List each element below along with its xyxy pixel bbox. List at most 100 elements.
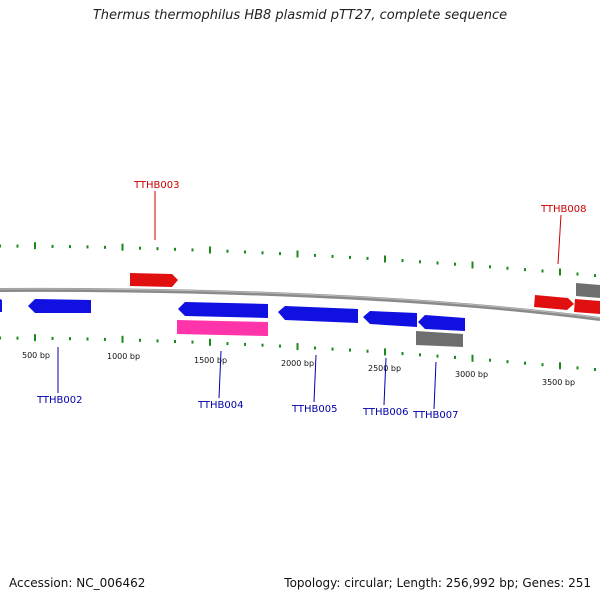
- major-tick: [121, 335, 124, 343]
- gene-label-tthb006[interactable]: TTHB006: [362, 407, 409, 418]
- minor-tick: [401, 352, 404, 356]
- major-tick: [296, 343, 299, 351]
- major-tick: [34, 242, 36, 250]
- gene-reverse[interactable]: [278, 306, 358, 323]
- scale-label-500: 500 bp: [22, 351, 50, 360]
- scale-label-2500: 2500 bp: [368, 364, 401, 373]
- major-tick: [34, 334, 36, 342]
- map-title: Thermus thermophilus HB8 plasmid pTT27, …: [92, 8, 508, 23]
- minor-tick: [331, 347, 334, 351]
- minor-tick: [16, 244, 19, 248]
- minor-tick: [454, 262, 456, 266]
- major-tick: [296, 250, 299, 258]
- gene-reverse[interactable]: [418, 315, 465, 331]
- minor-tick: [104, 337, 106, 341]
- minor-tick: [244, 250, 246, 254]
- minor-tick: [261, 251, 264, 255]
- gene-reverse[interactable]: [0, 299, 2, 312]
- summary-text: Topology: circular; Length: 256,992 bp; …: [284, 576, 591, 590]
- minor-tick: [156, 339, 159, 343]
- major-tick: [121, 243, 124, 251]
- scale-ticks-inner: [0, 334, 596, 371]
- minor-tick: [279, 252, 281, 256]
- major-tick: [471, 261, 474, 269]
- minor-tick: [594, 274, 596, 278]
- minor-tick: [576, 366, 579, 370]
- minor-tick: [69, 337, 71, 341]
- gene-other[interactable]: [576, 283, 600, 298]
- major-tick: [209, 338, 211, 346]
- minor-tick: [156, 247, 159, 251]
- minor-tick: [454, 355, 456, 359]
- minor-tick: [51, 244, 54, 248]
- minor-tick: [244, 342, 246, 346]
- minor-tick: [226, 342, 229, 346]
- minor-tick: [524, 361, 526, 365]
- minor-tick: [191, 340, 194, 344]
- accession-text: Accession: NC_006462: [9, 576, 146, 590]
- minor-tick: [104, 245, 106, 249]
- minor-tick: [436, 354, 439, 358]
- major-tick: [384, 348, 386, 356]
- major-tick: [471, 354, 474, 362]
- gene-forward[interactable]: [534, 295, 574, 310]
- minor-tick: [366, 256, 369, 260]
- minor-tick: [86, 245, 89, 249]
- other-features: [416, 283, 600, 347]
- forward-genes: [130, 273, 600, 314]
- minor-tick: [0, 336, 1, 340]
- minor-tick: [314, 253, 316, 257]
- gene-reverse[interactable]: [178, 302, 268, 318]
- minor-tick: [261, 343, 264, 347]
- minor-tick: [419, 353, 421, 357]
- scale-labels: 500 bp 1000 bp 1500 bp 2000 bp 2500 bp 3…: [22, 351, 575, 387]
- minor-tick: [349, 348, 351, 352]
- gene-reverse[interactable]: [363, 311, 417, 327]
- minor-tick: [174, 340, 176, 343]
- minor-tick: [279, 344, 281, 348]
- minor-tick: [0, 244, 1, 248]
- scale-label-1000: 1000 bp: [107, 352, 140, 361]
- minor-tick: [226, 249, 229, 253]
- gene-rna[interactable]: [177, 320, 268, 336]
- minor-tick: [541, 363, 544, 367]
- gene-reverse[interactable]: [28, 299, 91, 313]
- scale-label-3500: 3500 bp: [542, 378, 575, 387]
- minor-tick: [86, 337, 89, 341]
- minor-tick: [16, 336, 19, 340]
- minor-tick: [139, 338, 141, 342]
- minor-tick: [331, 254, 334, 258]
- minor-tick: [69, 245, 71, 249]
- major-tick: [209, 246, 211, 254]
- gene-label-tthb008[interactable]: TTHB008: [540, 204, 587, 215]
- gene-label-tthb002[interactable]: TTHB002: [36, 395, 83, 406]
- minor-tick: [349, 255, 351, 259]
- scale-label-2000: 2000 bp: [281, 359, 314, 368]
- minor-tick: [541, 269, 544, 273]
- minor-tick: [576, 272, 579, 276]
- gene-forward[interactable]: [574, 299, 600, 314]
- minor-tick: [51, 336, 54, 340]
- gene-label-tthb004[interactable]: TTHB004: [197, 400, 244, 411]
- minor-tick: [401, 259, 404, 263]
- gene-label-tthb005[interactable]: TTHB005: [291, 404, 338, 415]
- label-leaders: [57, 191, 562, 410]
- minor-tick: [436, 261, 439, 265]
- minor-tick: [524, 268, 526, 272]
- minor-tick: [314, 346, 316, 350]
- minor-tick: [174, 247, 176, 251]
- scale-label-1500: 1500 bp: [194, 356, 227, 365]
- gene-labels: TTHB003 TTHB008 TTHB002 TTHB004 TTHB005 …: [36, 180, 587, 421]
- gene-forward[interactable]: [130, 273, 178, 287]
- minor-tick: [594, 368, 596, 371]
- scale-ticks-outer: [0, 242, 596, 278]
- gene-label-tthb007[interactable]: TTHB007: [412, 410, 459, 421]
- major-tick: [384, 255, 386, 263]
- minor-tick: [139, 246, 141, 250]
- gene-label-tthb003[interactable]: TTHB003: [133, 180, 180, 191]
- minor-tick: [506, 266, 509, 270]
- plasmid-backbone: [0, 287, 600, 321]
- major-tick: [559, 268, 561, 276]
- gene-other[interactable]: [416, 331, 463, 347]
